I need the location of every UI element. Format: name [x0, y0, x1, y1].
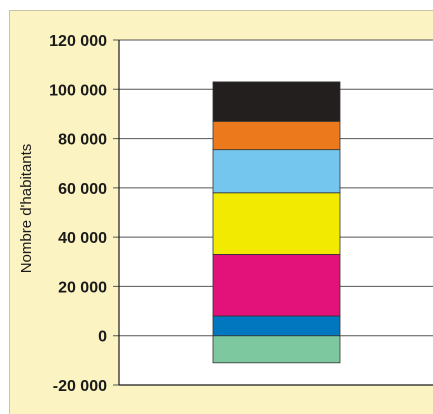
y-tick-label: 120 000	[49, 33, 107, 50]
bar-segment	[212, 192, 341, 255]
bar-segment	[212, 253, 341, 317]
bar-segment	[212, 315, 341, 337]
y-axis	[118, 40, 433, 386]
y-tick-label: 20 000	[58, 279, 107, 296]
y-tick-labels: 120 000 100 000 80 000 60 000 40 000 20 000 0 -…	[49, 33, 107, 395]
y-axis-title: Nombre d'habitants	[18, 144, 35, 274]
y-tick-label: 80 000	[58, 132, 107, 149]
y-tick-label: 100 000	[49, 82, 107, 99]
bar-segments	[212, 81, 341, 364]
y-tick-label: -20 000	[53, 378, 107, 395]
y-tick-label: 60 000	[58, 181, 107, 198]
bar-segment	[212, 149, 341, 194]
bar-segment	[212, 120, 341, 151]
bar-segment	[212, 335, 341, 364]
bar-segment	[212, 81, 341, 122]
y-tick-label: 40 000	[58, 230, 107, 247]
y-tick-label: 0	[98, 329, 107, 346]
